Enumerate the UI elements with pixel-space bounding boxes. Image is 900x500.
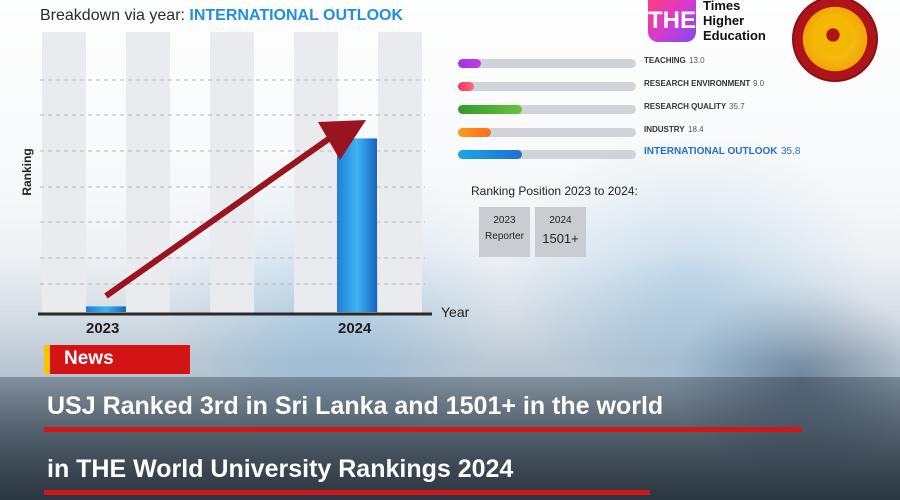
- metric-value: 35.8: [781, 146, 801, 157]
- metric-fill: [458, 150, 522, 159]
- chart-columns: [42, 32, 422, 314]
- chart-title-highlight: INTERNATIONAL OUTLOOK: [189, 7, 404, 24]
- headline-backdrop: [0, 377, 900, 500]
- tick-label-2023: 2023: [86, 320, 120, 337]
- y-axis-title: Ranking: [20, 148, 34, 196]
- logo-line: Education: [703, 28, 766, 43]
- metric-track: [458, 128, 636, 137]
- metric-label: TEACHING: [644, 56, 686, 65]
- metric-fill: [458, 128, 491, 137]
- logo-line: Times: [703, 0, 741, 13]
- chart-column-bg: [42, 32, 86, 314]
- trend-arrow-head: [318, 120, 366, 160]
- bar-2024: [337, 138, 377, 312]
- metric-label: INTERNATIONAL OUTLOOK: [644, 146, 778, 157]
- the-logo-text: Times Higher Education: [703, 0, 766, 43]
- metric-value: 18.4: [688, 125, 704, 134]
- chart-title: Breakdown via year: INTERNATIONAL OUTLOO…: [40, 7, 403, 25]
- ranking-box-2023: 2023 Reporter: [479, 207, 530, 257]
- headline-underline-2: [44, 490, 650, 495]
- news-tag: News: [44, 345, 190, 374]
- chart-column-bg: [210, 32, 254, 314]
- metric-label: RESEARCH ENVIRONMENT: [644, 79, 751, 88]
- metric-row: TEACHING 13.0: [458, 56, 878, 72]
- chart-title-prefix: Breakdown via year:: [40, 7, 190, 24]
- tick-label-2024: 2024: [338, 320, 372, 337]
- metric-fill: [458, 105, 522, 114]
- ranking-box-2024: 2024 1501+: [535, 207, 586, 257]
- metric-fill: [458, 82, 475, 91]
- metric-track: [458, 150, 636, 159]
- metric-track: [458, 82, 636, 91]
- metric-row: RESEARCH QUALITY 35.7: [458, 102, 878, 118]
- metric-label: RESEARCH QUALITY: [644, 102, 727, 111]
- bar-2023: [86, 306, 126, 312]
- headline-line-2: in THE World University Rankings 2024: [47, 455, 514, 483]
- metric-track: [458, 105, 636, 114]
- metric-value: 13.0: [689, 56, 705, 65]
- trend-arrow: [104, 135, 332, 299]
- ranking-title: Ranking Position 2023 to 2024:: [471, 184, 638, 198]
- ranking-value: Reporter: [485, 231, 524, 242]
- metric-value: 9.0: [753, 79, 765, 88]
- chart-bars: [86, 138, 377, 312]
- metric-track: [458, 59, 636, 68]
- chart-column-bg: [126, 32, 170, 314]
- chart-column-bg: [294, 32, 338, 314]
- metric-label: INDUSTRY: [644, 125, 685, 134]
- news-tag-label: News: [64, 348, 114, 369]
- bar-chart: [38, 32, 432, 316]
- metric-row: RESEARCH ENVIRONMENT 9.0: [458, 79, 878, 95]
- logo-line: Higher: [703, 13, 745, 28]
- university-seal-icon: [792, 0, 878, 82]
- metric-value: 35.7: [729, 102, 745, 111]
- the-logo-mark: THE: [648, 0, 696, 42]
- ranking-year: 2023: [493, 215, 516, 226]
- chart-column-bg: [378, 32, 422, 314]
- ranking-value: 1501+: [542, 231, 579, 246]
- x-axis-title: Year: [441, 304, 470, 320]
- headline-line-1: USJ Ranked 3rd in Sri Lanka and 1501+ in…: [47, 392, 664, 420]
- metric-row: INDUSTRY 18.4: [458, 125, 878, 141]
- metric-fill: [458, 59, 482, 68]
- ranking-year: 2024: [549, 215, 572, 226]
- headline-underline-1: [44, 427, 802, 432]
- metric-row: INTERNATIONAL OUTLOOK 35.8: [458, 146, 878, 163]
